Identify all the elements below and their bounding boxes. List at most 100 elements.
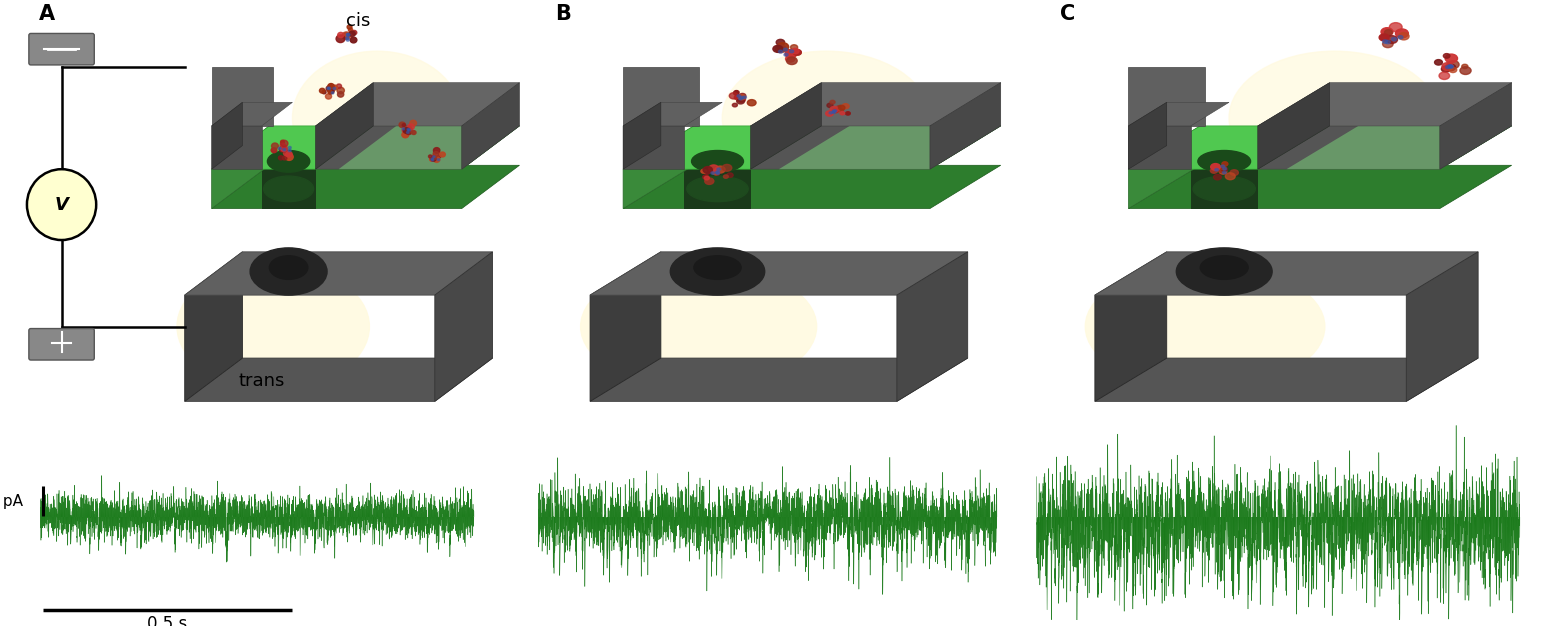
Ellipse shape bbox=[826, 111, 834, 116]
Ellipse shape bbox=[1435, 59, 1443, 65]
Ellipse shape bbox=[1395, 29, 1409, 38]
Polygon shape bbox=[212, 102, 293, 126]
Ellipse shape bbox=[1443, 54, 1449, 58]
Ellipse shape bbox=[1221, 162, 1228, 166]
Ellipse shape bbox=[1223, 172, 1226, 174]
Ellipse shape bbox=[839, 105, 845, 110]
Ellipse shape bbox=[832, 110, 835, 113]
Polygon shape bbox=[623, 126, 694, 208]
Polygon shape bbox=[591, 252, 660, 401]
Polygon shape bbox=[1128, 126, 1200, 208]
Ellipse shape bbox=[432, 151, 439, 156]
Ellipse shape bbox=[405, 126, 411, 133]
Ellipse shape bbox=[281, 140, 284, 143]
Ellipse shape bbox=[408, 127, 411, 130]
Ellipse shape bbox=[285, 151, 291, 157]
Ellipse shape bbox=[832, 108, 840, 113]
Polygon shape bbox=[623, 126, 1001, 169]
Ellipse shape bbox=[581, 264, 817, 389]
Ellipse shape bbox=[701, 169, 707, 173]
Ellipse shape bbox=[1386, 40, 1390, 44]
Ellipse shape bbox=[1380, 34, 1389, 41]
Ellipse shape bbox=[279, 156, 284, 160]
Polygon shape bbox=[1257, 126, 1511, 169]
Ellipse shape bbox=[1221, 165, 1224, 168]
Ellipse shape bbox=[792, 48, 800, 54]
Ellipse shape bbox=[716, 171, 719, 173]
Polygon shape bbox=[1257, 83, 1330, 169]
Ellipse shape bbox=[329, 88, 330, 90]
Text: trans: trans bbox=[239, 372, 285, 389]
Polygon shape bbox=[623, 67, 699, 126]
Ellipse shape bbox=[437, 158, 440, 161]
Ellipse shape bbox=[336, 87, 344, 94]
Ellipse shape bbox=[338, 33, 344, 38]
Ellipse shape bbox=[722, 51, 930, 185]
Ellipse shape bbox=[401, 123, 406, 126]
Polygon shape bbox=[591, 358, 967, 401]
Ellipse shape bbox=[347, 33, 350, 36]
Text: V: V bbox=[54, 195, 68, 213]
Ellipse shape bbox=[281, 140, 288, 146]
Ellipse shape bbox=[777, 43, 789, 51]
Ellipse shape bbox=[1442, 66, 1451, 72]
Ellipse shape bbox=[282, 147, 287, 151]
Ellipse shape bbox=[329, 91, 332, 94]
Ellipse shape bbox=[742, 96, 747, 99]
Polygon shape bbox=[1440, 83, 1511, 169]
Ellipse shape bbox=[730, 93, 738, 99]
Ellipse shape bbox=[1229, 51, 1440, 185]
Ellipse shape bbox=[704, 170, 710, 174]
Ellipse shape bbox=[428, 155, 432, 158]
Ellipse shape bbox=[408, 124, 414, 130]
Ellipse shape bbox=[1383, 40, 1393, 48]
Ellipse shape bbox=[322, 90, 326, 94]
Ellipse shape bbox=[715, 166, 725, 173]
Polygon shape bbox=[316, 83, 519, 126]
Ellipse shape bbox=[270, 256, 308, 279]
Ellipse shape bbox=[716, 172, 719, 175]
Ellipse shape bbox=[790, 44, 798, 50]
Ellipse shape bbox=[794, 50, 801, 55]
Ellipse shape bbox=[1085, 264, 1325, 389]
Ellipse shape bbox=[733, 91, 739, 95]
Ellipse shape bbox=[338, 91, 344, 97]
Ellipse shape bbox=[1462, 64, 1468, 69]
Polygon shape bbox=[750, 126, 1001, 169]
Ellipse shape bbox=[739, 98, 742, 100]
Ellipse shape bbox=[1446, 64, 1454, 69]
Ellipse shape bbox=[1198, 150, 1251, 172]
Ellipse shape bbox=[330, 90, 333, 93]
Polygon shape bbox=[316, 83, 374, 169]
Ellipse shape bbox=[271, 143, 279, 149]
Ellipse shape bbox=[738, 97, 744, 101]
Polygon shape bbox=[1094, 358, 1479, 401]
Ellipse shape bbox=[408, 129, 411, 131]
Ellipse shape bbox=[346, 37, 349, 39]
Ellipse shape bbox=[842, 104, 849, 109]
Ellipse shape bbox=[735, 95, 741, 100]
Ellipse shape bbox=[786, 49, 795, 56]
Ellipse shape bbox=[431, 159, 434, 161]
Ellipse shape bbox=[408, 128, 409, 130]
Ellipse shape bbox=[1398, 36, 1403, 39]
Ellipse shape bbox=[727, 173, 733, 177]
Ellipse shape bbox=[846, 111, 851, 115]
Ellipse shape bbox=[777, 39, 784, 45]
Polygon shape bbox=[778, 126, 1001, 169]
Polygon shape bbox=[623, 126, 685, 169]
Ellipse shape bbox=[401, 128, 405, 130]
Ellipse shape bbox=[434, 148, 440, 153]
Ellipse shape bbox=[715, 171, 719, 175]
Ellipse shape bbox=[1211, 163, 1220, 170]
Ellipse shape bbox=[332, 85, 338, 90]
Ellipse shape bbox=[829, 100, 835, 104]
Ellipse shape bbox=[832, 111, 835, 113]
Polygon shape bbox=[1128, 126, 1190, 169]
Ellipse shape bbox=[327, 88, 335, 93]
Ellipse shape bbox=[319, 88, 325, 93]
Ellipse shape bbox=[406, 131, 409, 133]
Ellipse shape bbox=[1200, 256, 1248, 279]
Ellipse shape bbox=[350, 37, 356, 43]
Ellipse shape bbox=[327, 87, 330, 90]
